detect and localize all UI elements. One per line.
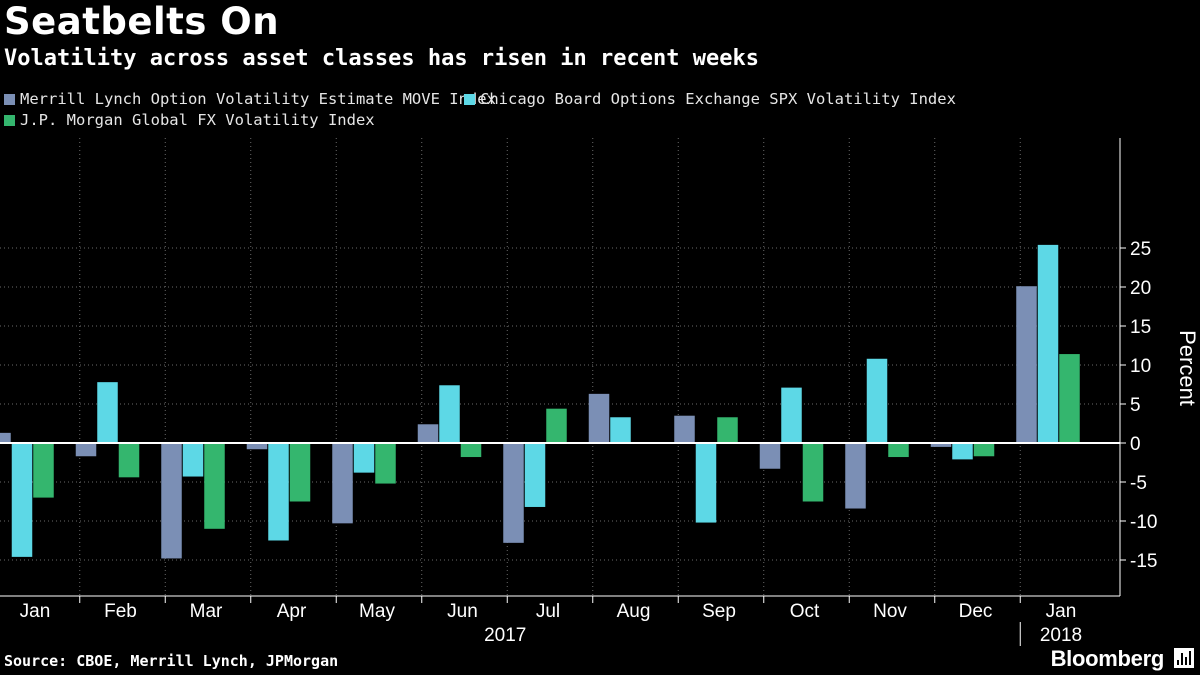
x-tick-label: Feb xyxy=(104,601,137,622)
bar-series-1-jul xyxy=(503,443,524,543)
bloomberg-terminal-icon xyxy=(1174,648,1194,668)
bar-series-2-jun xyxy=(439,385,460,443)
y-tick-label: 5 xyxy=(1130,395,1141,416)
x-tick-label: Dec xyxy=(959,601,993,622)
bar-series-2-nov xyxy=(866,358,888,443)
y-tick-label: -5 xyxy=(1130,473,1147,494)
legend-label-move: Merrill Lynch Option Volatility Estimate… xyxy=(20,90,496,108)
x-year-label: 2017 xyxy=(484,625,526,646)
bar-series-1-oct xyxy=(759,443,781,469)
legend-item-move: Merrill Lynch Option Volatility Estimate… xyxy=(4,90,496,108)
bar-series-3-jan xyxy=(33,443,54,498)
x-tick-label: Mar xyxy=(190,601,223,622)
bar-series-2-jan xyxy=(11,443,33,557)
bar-series-1-feb xyxy=(75,443,97,457)
legend-item-fx: J.P. Morgan Global FX Volatility Index xyxy=(4,111,375,129)
bar-series-1-jan xyxy=(0,432,11,443)
x-tick-label: Aug xyxy=(617,601,651,622)
bar-series-2-apr xyxy=(268,443,289,541)
chart-subtitle: Volatility across asset classes has rise… xyxy=(4,46,759,71)
bar-series-1-jan xyxy=(1016,286,1037,443)
bar-series-1-mar xyxy=(161,443,182,559)
x-tick-label: Jun xyxy=(447,601,478,622)
bar-series-1-may xyxy=(332,443,353,524)
x-tick-label: Apr xyxy=(277,601,307,622)
bar-series-1-aug xyxy=(588,393,610,443)
source-note: Source: CBOE, Merrill Lynch, JPMorgan xyxy=(4,652,339,670)
bar-series-2-dec xyxy=(952,443,973,460)
bar-series-1-apr xyxy=(246,443,268,450)
y-tick-label: -15 xyxy=(1130,551,1157,572)
y-tick-label: -10 xyxy=(1130,512,1157,533)
y-tick-label: 15 xyxy=(1130,317,1151,338)
y-tick-label: 20 xyxy=(1130,278,1151,299)
x-tick-label: Nov xyxy=(873,601,907,622)
bar-series-3-dec xyxy=(973,443,995,457)
bar-series-3-sep xyxy=(717,417,738,443)
bar-series-2-feb xyxy=(97,382,118,443)
bar-series-2-jul xyxy=(524,443,546,507)
bar-series-3-mar xyxy=(204,443,225,529)
bar-series-2-jan xyxy=(1037,244,1059,443)
bar-series-3-jul xyxy=(546,408,567,443)
legend-label-fx: J.P. Morgan Global FX Volatility Index xyxy=(20,111,375,129)
bloomberg-logo: Bloomberg xyxy=(1050,646,1165,671)
bar-series-2-oct xyxy=(781,387,802,443)
bar-series-2-mar xyxy=(182,443,204,477)
x-year-label: 2018 xyxy=(1040,625,1082,646)
x-tick-label: Sep xyxy=(702,601,736,622)
bar-series-1-dec xyxy=(930,443,952,447)
x-tick-label: Jan xyxy=(20,601,51,622)
x-tick-label: Oct xyxy=(790,601,820,622)
y-tick-label: 10 xyxy=(1130,356,1151,377)
x-tick-label: Jan xyxy=(1046,601,1077,622)
x-tick-label: Jul xyxy=(536,601,560,622)
bar-series-1-nov xyxy=(845,443,866,509)
legend-swatch-spx xyxy=(464,94,475,105)
bar-series-2-may xyxy=(353,443,375,473)
y-tick-label: 25 xyxy=(1130,239,1151,260)
bar-series-2-sep xyxy=(695,443,717,523)
bar-series-1-sep xyxy=(674,415,695,443)
bar-series-3-oct xyxy=(802,443,824,502)
bar-series-2-aug xyxy=(610,417,631,443)
bar-series-3-jan xyxy=(1059,354,1080,443)
chart-title: Seatbelts On xyxy=(4,0,280,43)
y-tick-label: 0 xyxy=(1130,434,1141,455)
y-axis-label: Percent xyxy=(1175,330,1200,406)
bar-series-3-feb xyxy=(118,443,140,478)
x-tick-label: May xyxy=(359,601,395,622)
bar-series-3-nov xyxy=(888,443,909,458)
legend-item-spx: Chicago Board Options Exchange SPX Volat… xyxy=(464,90,956,108)
legend-swatch-move xyxy=(4,94,15,105)
bar-series-3-may xyxy=(375,443,396,484)
legend-swatch-fx xyxy=(4,115,15,126)
bar-series-1-jun xyxy=(417,424,439,443)
bar-series-3-jun xyxy=(460,443,482,458)
legend-label-spx: Chicago Board Options Exchange SPX Volat… xyxy=(480,90,956,108)
bar-series-3-apr xyxy=(289,443,311,502)
